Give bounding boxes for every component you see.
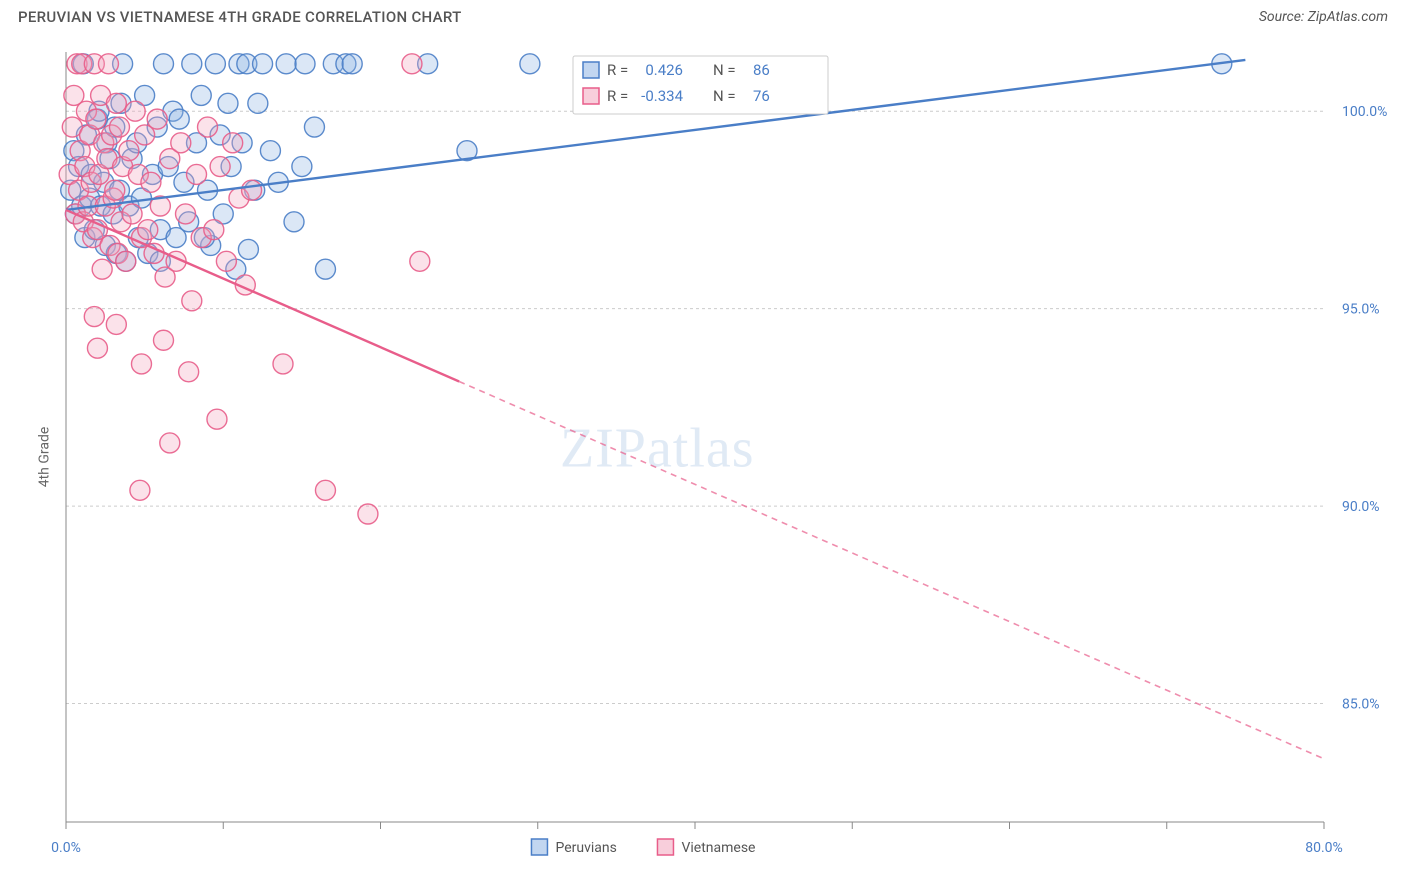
regression-line (66, 210, 459, 382)
data-point (153, 54, 173, 74)
correlation-scatter-chart: 85.0% 90.0% 95.0% 100.0% ZIPatlas 0.0% 80.0% R … (18, 40, 1388, 874)
data-point (315, 480, 335, 500)
data-point (191, 85, 211, 105)
data-point (260, 141, 280, 161)
data-point (169, 109, 189, 129)
data-point (87, 338, 107, 358)
data-point (216, 251, 236, 271)
y-tick-label: 90.0% (1342, 499, 1380, 515)
data-point (223, 133, 243, 153)
legend-swatch (583, 88, 599, 104)
data-point (105, 180, 125, 200)
data-point (520, 54, 540, 74)
data-point (122, 204, 142, 224)
legend-swatch (583, 62, 599, 78)
data-point (141, 172, 161, 192)
y-tick-label: 100.0% (1342, 104, 1387, 120)
legend-r-label: R = (607, 87, 628, 105)
watermark: ZIPatlas (560, 418, 755, 480)
data-point (253, 54, 273, 74)
data-point (284, 212, 304, 232)
x-tick-label: 80.0% (1305, 840, 1343, 856)
data-point (179, 362, 199, 382)
data-point (130, 480, 150, 500)
data-point (207, 409, 227, 429)
legend-series-name: Vietnamese (681, 840, 755, 856)
data-point (106, 93, 126, 113)
data-point (402, 54, 422, 74)
data-point (176, 204, 196, 224)
legend-swatch (531, 839, 547, 855)
data-point (147, 109, 167, 129)
chart-container: 4th Grade 85.0% 90.0% 95.0% 100.0% ZIPatlas 0… (18, 40, 1388, 874)
legend-n-value: 86 (753, 61, 770, 79)
data-point (92, 259, 112, 279)
data-point (273, 354, 293, 374)
data-point (342, 54, 362, 74)
source-attribution: Source: ZipAtlas.com (1259, 9, 1388, 25)
chart-title: PERUVIAN VS VIETNAMESE 4TH GRADE CORRELA… (18, 8, 462, 26)
legend-r-value: 0.426 (645, 61, 683, 79)
legend-r-label: R = (607, 61, 628, 79)
data-point (204, 220, 224, 240)
data-point (248, 93, 268, 113)
data-point (84, 307, 104, 327)
data-point (106, 314, 126, 334)
data-point (410, 251, 430, 271)
data-point (182, 291, 202, 311)
data-point (358, 504, 378, 524)
data-point (119, 141, 139, 161)
data-point (138, 220, 158, 240)
data-point (218, 93, 238, 113)
data-point (125, 101, 145, 121)
data-point (198, 117, 218, 137)
data-point (182, 54, 202, 74)
data-point (171, 133, 191, 153)
data-point (304, 117, 324, 137)
y-axis-label: 4th Grade (36, 427, 52, 488)
legend-n-value: 76 (753, 87, 770, 105)
data-point (98, 54, 118, 74)
data-point (187, 164, 207, 184)
data-point (131, 354, 151, 374)
legend-r-value: -0.334 (641, 87, 683, 105)
data-point (160, 433, 180, 453)
data-point (315, 259, 335, 279)
data-point (276, 54, 296, 74)
legend-series-name: Peruvians (555, 840, 616, 856)
y-tick-label: 85.0% (1342, 697, 1380, 713)
data-point (292, 157, 312, 177)
data-point (295, 54, 315, 74)
data-point (109, 117, 129, 137)
legend-n-label: N = (713, 61, 736, 79)
data-point (238, 239, 258, 259)
y-tick-label: 95.0% (1342, 302, 1380, 318)
data-point (242, 180, 262, 200)
legend-swatch (657, 839, 673, 855)
x-tick-label: 0.0% (51, 840, 81, 856)
data-point (205, 54, 225, 74)
data-point (153, 330, 173, 350)
data-point (116, 251, 136, 271)
data-point (86, 109, 106, 129)
legend-n-label: N = (713, 87, 736, 105)
data-point (210, 157, 230, 177)
